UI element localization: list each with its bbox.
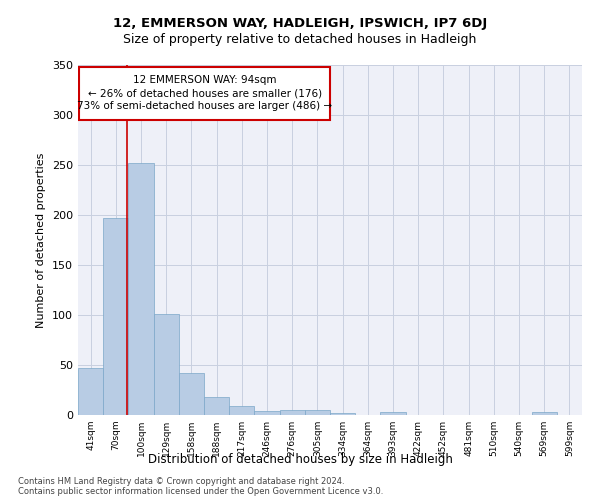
Text: ← 26% of detached houses are smaller (176): ← 26% of detached houses are smaller (17… — [88, 88, 322, 98]
Text: Contains public sector information licensed under the Open Government Licence v3: Contains public sector information licen… — [18, 488, 383, 496]
Bar — [103, 218, 128, 415]
Bar — [280, 410, 305, 415]
Text: 12, EMMERSON WAY, HADLEIGH, IPSWICH, IP7 6DJ: 12, EMMERSON WAY, HADLEIGH, IPSWICH, IP7… — [113, 18, 487, 30]
Bar — [330, 413, 355, 415]
Bar — [380, 412, 406, 415]
Bar — [128, 163, 154, 415]
Text: 12 EMMERSON WAY: 94sqm: 12 EMMERSON WAY: 94sqm — [133, 75, 277, 85]
Bar — [254, 411, 280, 415]
Bar — [179, 373, 204, 415]
Text: 73% of semi-detached houses are larger (486) →: 73% of semi-detached houses are larger (… — [77, 101, 332, 111]
Y-axis label: Number of detached properties: Number of detached properties — [37, 152, 46, 328]
FancyBboxPatch shape — [79, 67, 330, 120]
Bar — [305, 410, 330, 415]
Bar — [154, 314, 179, 415]
Text: Contains HM Land Registry data © Crown copyright and database right 2024.: Contains HM Land Registry data © Crown c… — [18, 478, 344, 486]
Bar — [229, 406, 254, 415]
Text: Size of property relative to detached houses in Hadleigh: Size of property relative to detached ho… — [124, 32, 476, 46]
Bar — [78, 368, 103, 415]
Bar — [532, 412, 557, 415]
Bar — [204, 397, 229, 415]
Text: Distribution of detached houses by size in Hadleigh: Distribution of detached houses by size … — [148, 452, 452, 466]
